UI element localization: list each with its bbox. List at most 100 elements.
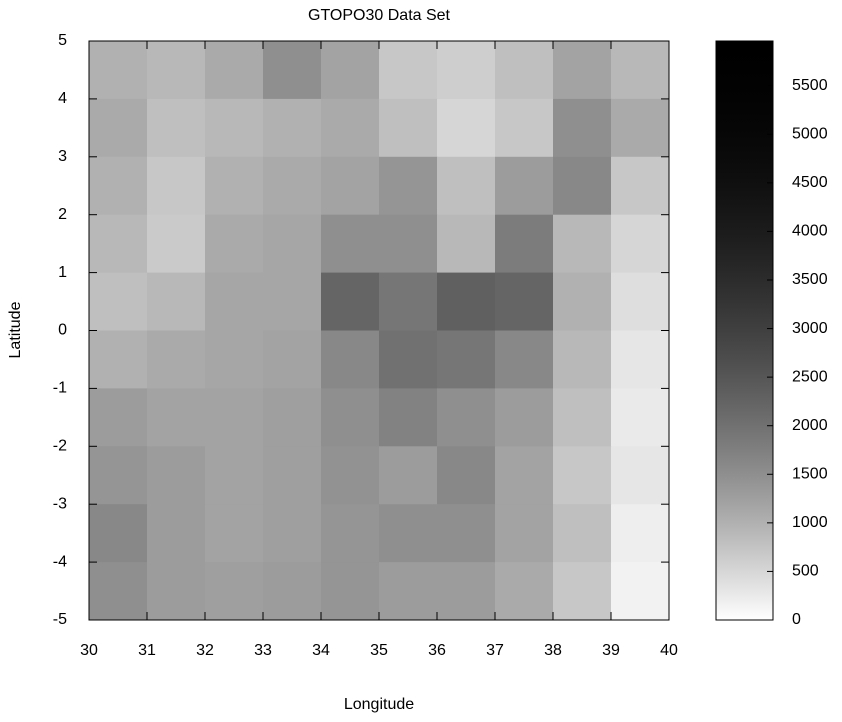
x-tick-label: 31 (138, 642, 156, 659)
y-tick-label: 1 (58, 264, 67, 281)
x-tick-label: 32 (196, 642, 214, 659)
colorbar-tick-label: 3000 (792, 320, 828, 337)
heat-cell (495, 330, 554, 389)
heat-cell (321, 272, 380, 331)
heat-cell (205, 98, 264, 158)
heat-cell (437, 214, 496, 274)
heat-cell (495, 98, 554, 158)
heat-cell (263, 388, 322, 447)
heat-cell (437, 504, 496, 563)
colorbar-tick-label: 2500 (792, 368, 828, 385)
heat-cell (147, 446, 206, 505)
heat-cell (147, 156, 206, 216)
heat-cell (321, 98, 380, 158)
heat-cell (263, 41, 322, 100)
heat-cell (89, 272, 148, 331)
x-tick-label: 39 (602, 642, 620, 659)
heat-cell (611, 504, 670, 563)
heat-cell (321, 214, 380, 274)
heat-cell (263, 562, 322, 621)
heat-cell (611, 156, 670, 216)
heat-cell (263, 272, 322, 331)
heat-cell (437, 41, 496, 100)
heat-cell (379, 41, 438, 100)
y-tick-label: -4 (53, 553, 67, 570)
x-tick-label: 38 (544, 642, 562, 659)
x-tick-label: 34 (312, 642, 330, 659)
y-tick-label: 0 (58, 322, 67, 339)
x-tick-label: 36 (428, 642, 446, 659)
heat-cell (89, 156, 148, 216)
heat-cell (89, 562, 148, 621)
heat-cell (379, 156, 438, 216)
heat-cell (147, 98, 206, 158)
heat-cell (553, 98, 612, 158)
heat-cell (263, 156, 322, 216)
x-tick-label: 30 (80, 642, 98, 659)
heat-cell (379, 562, 438, 621)
heat-cell (611, 388, 670, 447)
heat-cell (611, 446, 670, 505)
heat-cell (263, 446, 322, 505)
heat-cell (147, 388, 206, 447)
heat-cell (321, 41, 380, 100)
heat-cell (437, 330, 496, 389)
heat-cell (321, 446, 380, 505)
heat-cell (205, 504, 264, 563)
heat-cell (553, 41, 612, 100)
heat-cell (321, 504, 380, 563)
heat-cell (205, 272, 264, 331)
heat-cell (379, 98, 438, 158)
y-tick-label: -5 (53, 611, 67, 628)
heat-cell (553, 388, 612, 447)
heat-cell (205, 388, 264, 447)
heat-cell (89, 446, 148, 505)
heat-cell (379, 214, 438, 274)
x-axis-label: Longitude (344, 696, 414, 713)
heat-cell (553, 330, 612, 389)
heat-cell (495, 562, 554, 621)
y-tick-label: 5 (58, 32, 67, 49)
heat-cell (437, 562, 496, 621)
heat-cell (321, 330, 380, 389)
heat-cell (321, 562, 380, 621)
heat-cell (495, 272, 554, 331)
heat-cell (553, 156, 612, 216)
heat-cell (379, 272, 438, 331)
heat-cell (89, 388, 148, 447)
heat-cell (321, 388, 380, 447)
heat-cell (321, 156, 380, 216)
colorbar-tick-label: 4000 (792, 223, 828, 240)
colorbar-tick-label: 3500 (792, 271, 828, 288)
heat-cell (495, 156, 554, 216)
heat-cell (553, 446, 612, 505)
colorbar-tick-label: 1000 (792, 514, 828, 531)
y-tick-label: -2 (53, 438, 67, 455)
heat-cell (495, 504, 554, 563)
y-tick-label: -3 (53, 495, 67, 512)
heat-cell (263, 214, 322, 274)
colorbar-tick-label: 5500 (792, 77, 828, 94)
colorbar-tick-label: 5000 (792, 125, 828, 142)
heat-cell (611, 330, 670, 389)
x-tick-label: 40 (660, 642, 678, 659)
heat-cell (147, 214, 206, 274)
heat-cell (553, 272, 612, 331)
heat-cell (379, 388, 438, 447)
heat-cell (147, 41, 206, 100)
heat-cell (89, 41, 148, 100)
heat-cell (205, 446, 264, 505)
x-tick-label: 37 (486, 642, 504, 659)
y-tick-label: 2 (58, 206, 67, 223)
chart-title: GTOPO30 Data Set (308, 7, 451, 24)
heat-cell (611, 98, 670, 158)
heat-cell (205, 41, 264, 100)
heat-cell (205, 156, 264, 216)
heat-cell (437, 98, 496, 158)
heat-cell (263, 98, 322, 158)
heat-cell (495, 388, 554, 447)
heat-cell (205, 330, 264, 389)
heat-cell (495, 214, 554, 274)
heat-cell (611, 214, 670, 274)
heat-cell (89, 330, 148, 389)
